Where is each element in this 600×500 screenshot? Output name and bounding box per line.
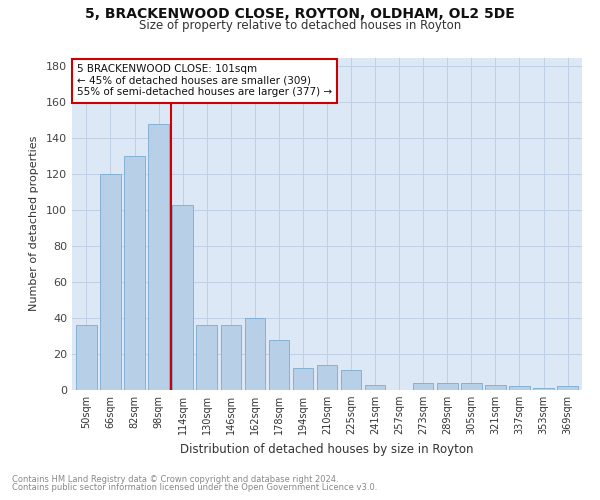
- Y-axis label: Number of detached properties: Number of detached properties: [29, 136, 39, 312]
- Bar: [341, 370, 361, 390]
- Text: Size of property relative to detached houses in Royton: Size of property relative to detached ho…: [139, 19, 461, 32]
- Bar: [76, 326, 97, 390]
- Bar: [317, 365, 337, 390]
- Bar: [124, 156, 145, 390]
- Bar: [437, 383, 458, 390]
- Bar: [100, 174, 121, 390]
- Bar: [293, 368, 313, 390]
- Text: 5 BRACKENWOOD CLOSE: 101sqm
← 45% of detached houses are smaller (309)
55% of se: 5 BRACKENWOOD CLOSE: 101sqm ← 45% of det…: [77, 64, 332, 98]
- Bar: [461, 383, 482, 390]
- Bar: [172, 205, 193, 390]
- Bar: [221, 326, 241, 390]
- Text: Contains public sector information licensed under the Open Government Licence v3: Contains public sector information licen…: [12, 484, 377, 492]
- Bar: [509, 386, 530, 390]
- Bar: [485, 384, 506, 390]
- Bar: [365, 384, 385, 390]
- X-axis label: Distribution of detached houses by size in Royton: Distribution of detached houses by size …: [180, 442, 474, 456]
- Text: 5, BRACKENWOOD CLOSE, ROYTON, OLDHAM, OL2 5DE: 5, BRACKENWOOD CLOSE, ROYTON, OLDHAM, OL…: [85, 8, 515, 22]
- Bar: [269, 340, 289, 390]
- Bar: [413, 383, 433, 390]
- Text: Contains HM Land Registry data © Crown copyright and database right 2024.: Contains HM Land Registry data © Crown c…: [12, 475, 338, 484]
- Bar: [196, 326, 217, 390]
- Bar: [148, 124, 169, 390]
- Bar: [557, 386, 578, 390]
- Bar: [533, 388, 554, 390]
- Bar: [245, 318, 265, 390]
